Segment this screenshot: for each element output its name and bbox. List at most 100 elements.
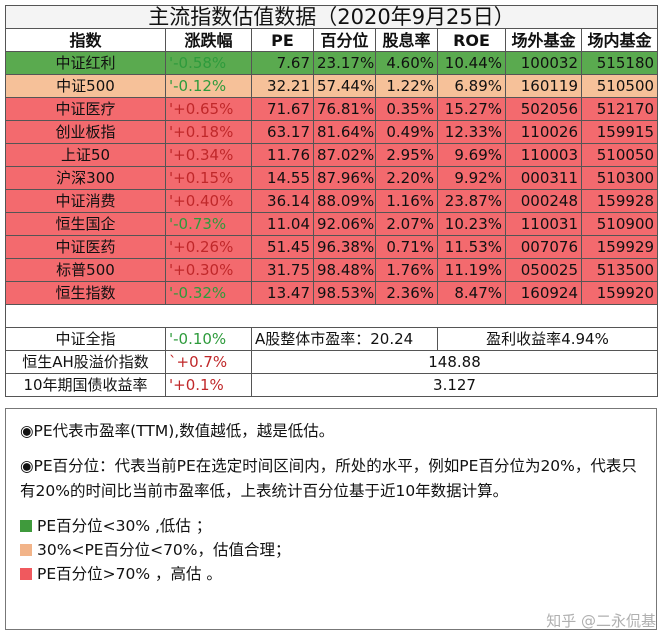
a-share-pe-cell: A股整体市盈率：20.24 [251,327,438,351]
change-cell: '-0.32% [165,281,252,305]
table-row: 中证红利 '-0.58% 7.67 23.17% 4.60% 10.44% 100032 51… [5,51,659,75]
pe-cell: 51.45 [251,235,314,259]
etf-cell: 510900 [580,212,659,236]
roe-cell: 11.53% [437,235,506,259]
index-name: 中证消费 [5,189,166,213]
legend-label: PE百分位<30% ,低估 ； [37,516,212,535]
otc-cell: 160119 [505,74,582,98]
div-cell: 1.22% [375,74,438,98]
pe-cell: 14.55 [251,166,314,190]
change-cell: '-0.12% [165,74,252,98]
etf-cell: 159915 [580,120,659,144]
legend-swatch [20,568,32,580]
index-name: 中证500 [5,74,166,98]
legend-item: PE百分位>70% ，高估 。 [20,562,642,586]
index-name: 中证医疗 [5,97,166,121]
index-name: 恒生AH股溢价指数 [5,350,166,374]
div-cell: 2.20% [375,166,438,190]
column-header: 股息率 [375,28,438,52]
index-name: 10年期国债收益率 [5,373,166,397]
roe-cell: 10.44% [437,51,506,75]
roe-cell: 12.33% [437,120,506,144]
legend-item: 30%<PE百分位<70%，估值合理； [20,538,642,562]
bond-yield-value: 3.127 [250,373,659,397]
pct-cell: 81.64% [313,120,376,144]
index-name: 沪深300 [5,166,166,190]
pct-cell: 96.38% [313,235,376,259]
roe-cell: 9.69% [437,143,506,167]
roe-cell: 23.87% [437,189,506,213]
div-cell: 2.95% [375,143,438,167]
div-cell: 1.16% [375,189,438,213]
column-header: 指数 [5,28,166,52]
change-cell: '+0.26% [165,235,252,259]
legend-swatch [20,544,32,556]
otc-cell: 110026 [505,120,582,144]
div-cell: 1.76% [375,258,438,282]
etf-cell: 159928 [580,189,659,213]
otc-cell: 000248 [505,189,582,213]
watermark: 知乎 @二永侃基 [546,612,656,630]
pe-cell: 63.17 [251,120,314,144]
notes-panel: ◉PE代表市盈率(TTM),数值越低，越是低估。 ◉PE百分位：代表当前PE在选… [5,408,657,630]
etf-cell: 515180 [580,51,659,75]
roe-cell: 11.19% [437,258,506,282]
a-share-pe-value: 20.24 [370,329,414,348]
otc-cell: 007076 [505,235,582,259]
index-name: 恒生指数 [5,281,166,305]
header-row: 指数 涨跌幅 PE 百分位 股息率 ROE 场外基金 场内基金 [5,28,659,52]
column-header: 场外基金 [505,28,582,52]
etf-cell: 510050 [580,143,659,167]
earnings-yield-cell: 盈利收益率4.94% [436,327,659,351]
otc-cell: 000311 [505,166,582,190]
change-cell: '+0.1% [165,373,252,397]
pe-cell: 32.21 [251,74,314,98]
footer-row-bond: 10年期国债收益率 '+0.1% 3.127 [5,373,659,397]
change-cell: '-0.73% [165,212,252,236]
otc-cell: 160924 [505,281,582,305]
div-cell: 2.07% [375,212,438,236]
roe-cell: 10.23% [437,212,506,236]
pct-cell: 57.44% [313,74,376,98]
column-header: ROE [437,28,506,52]
index-name: 中证医药 [5,235,166,259]
div-cell: 0.49% [375,120,438,144]
index-name: 标普500 [5,258,166,282]
roe-cell: 15.27% [437,97,506,121]
index-name: 中证全指 [5,327,166,351]
table-row: 中证消费 '+0.40% 36.14 88.09% 1.16% 23.87% 000248 1… [5,189,659,213]
roe-cell: 6.89% [437,74,506,98]
etf-cell: 510500 [580,74,659,98]
a-share-pe-label: A股整体市盈率： [255,329,371,348]
otc-cell: 050025 [505,258,582,282]
table-row: 创业板指 '+0.18% 63.17 81.64% 0.49% 12.33% 110026 1… [5,120,659,144]
earnings-yield-value: 4.94% [561,329,609,348]
ah-premium-value: 148.88 [250,350,659,374]
earnings-yield-label: 盈利收益率 [486,329,562,348]
table-row: 标普500 '+0.30% 31.75 98.48% 1.76% 11.19% 050025… [5,258,659,282]
table-row: 中证500 '-0.12% 32.21 57.44% 1.22% 6.89% 160119 5… [5,74,659,98]
pct-cell: 98.48% [313,258,376,282]
etf-cell: 512170 [580,97,659,121]
otc-cell: 110003 [505,143,582,167]
index-name: 中证红利 [5,51,166,75]
change-cell: '-0.58% [165,51,252,75]
table-row: 中证医药 '+0.26% 51.45 96.38% 0.71% 11.53% 007076 1… [5,235,659,259]
column-header: 百分位 [313,28,376,52]
pe-cell: 31.75 [251,258,314,282]
change-cell: '+0.30% [165,258,252,282]
table-row: 恒生国企 '-0.73% 11.04 92.06% 2.07% 10.23% 110031 5… [5,212,659,236]
pe-cell: 13.47 [251,281,314,305]
otc-cell: 110031 [505,212,582,236]
table-row: 中证医疗 '+0.65% 71.67 76.81% 0.35% 15.27% 502056 5… [5,97,659,121]
etf-cell: 510300 [580,166,659,190]
footer-row-ah: 恒生AH股溢价指数 `+0.7% 148.88 [5,350,659,374]
div-cell: 2.36% [375,281,438,305]
legend-label: PE百分位>70% ，高估 。 [37,564,222,583]
index-name: 创业板指 [5,120,166,144]
legend-swatch [20,520,32,532]
change-cell: '+0.34% [165,143,252,167]
table-row: 恒生指数 '-0.32% 13.47 98.53% 2.36% 8.47% 160924 15… [5,281,659,305]
pct-cell: 87.02% [313,143,376,167]
note-percentile: ◉PE百分位：代表当前PE在选定时间区间内，所处的水平，例如PE百分位为20%，… [20,457,637,500]
